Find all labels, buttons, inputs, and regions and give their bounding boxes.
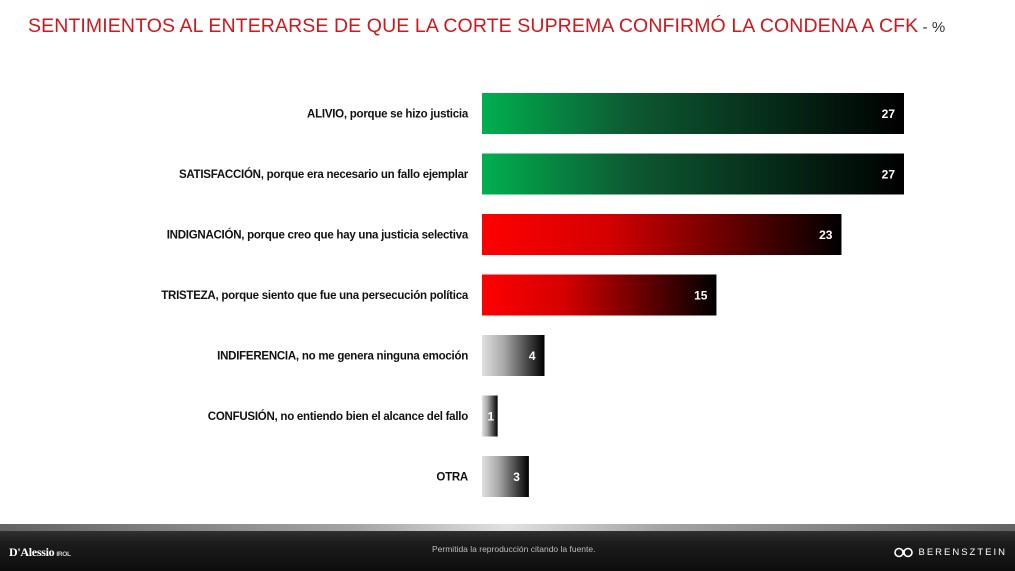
bar — [482, 153, 904, 195]
category-label: INDIFERENCIA, no me genera ninguna emoci… — [217, 351, 468, 363]
value-label: 3 — [513, 470, 520, 484]
bar-chart: ALIVIO, porque se hizo justicia 27 SATISFA… — [161, 93, 904, 497]
chart-title-unit: - % — [918, 19, 946, 36]
bar — [482, 335, 545, 376]
dalessio-logo: D'Alessio IROL — [9, 545, 71, 559]
category-label: TRISTEZA, porque siento que fue una pers… — [161, 290, 469, 302]
bar — [482, 274, 717, 316]
bar — [482, 456, 529, 497]
bar — [482, 214, 842, 255]
value-label: 15 — [694, 289, 708, 303]
bar — [482, 395, 498, 437]
bars-layer: ALIVIO, porque se hizo justicia 27 SATISFA… — [161, 93, 904, 497]
value-label: 23 — [819, 228, 833, 242]
value-label: 4 — [529, 349, 536, 363]
bar — [482, 93, 904, 134]
category-label: INDIGNACIÓN, porque creo que hay una jus… — [167, 229, 469, 242]
category-label: SATISFACCIÓN, porque era necesario un fa… — [179, 168, 469, 181]
value-label: 27 — [882, 168, 896, 182]
chart-title: SENTIMIENTOS AL ENTERARSE DE QUE LA CORT… — [28, 15, 945, 38]
berensztein-wordmark: BERENSZTEIN — [918, 547, 1007, 558]
chart-title-text: SENTIMIENTOS AL ENTERARSE DE QUE LA CORT… — [28, 15, 919, 37]
berensztein-logo: BERENSZTEIN — [894, 547, 1007, 558]
value-label: 1 — [487, 410, 494, 424]
footer-highlight — [0, 524, 1015, 531]
footer-note: Permitida la reproducción citando la fue… — [432, 544, 596, 554]
value-label: 27 — [882, 107, 896, 121]
category-label: OTRA — [436, 472, 468, 484]
category-label: ALIVIO, porque se hizo justicia — [307, 109, 469, 121]
category-label: CONFUSIÓN, no entiendo bien el alcance d… — [208, 410, 468, 423]
berensztein-mark-icon — [894, 547, 914, 558]
footer-bar: D'Alessio IROL Permitida la reproducción … — [0, 524, 1015, 571]
